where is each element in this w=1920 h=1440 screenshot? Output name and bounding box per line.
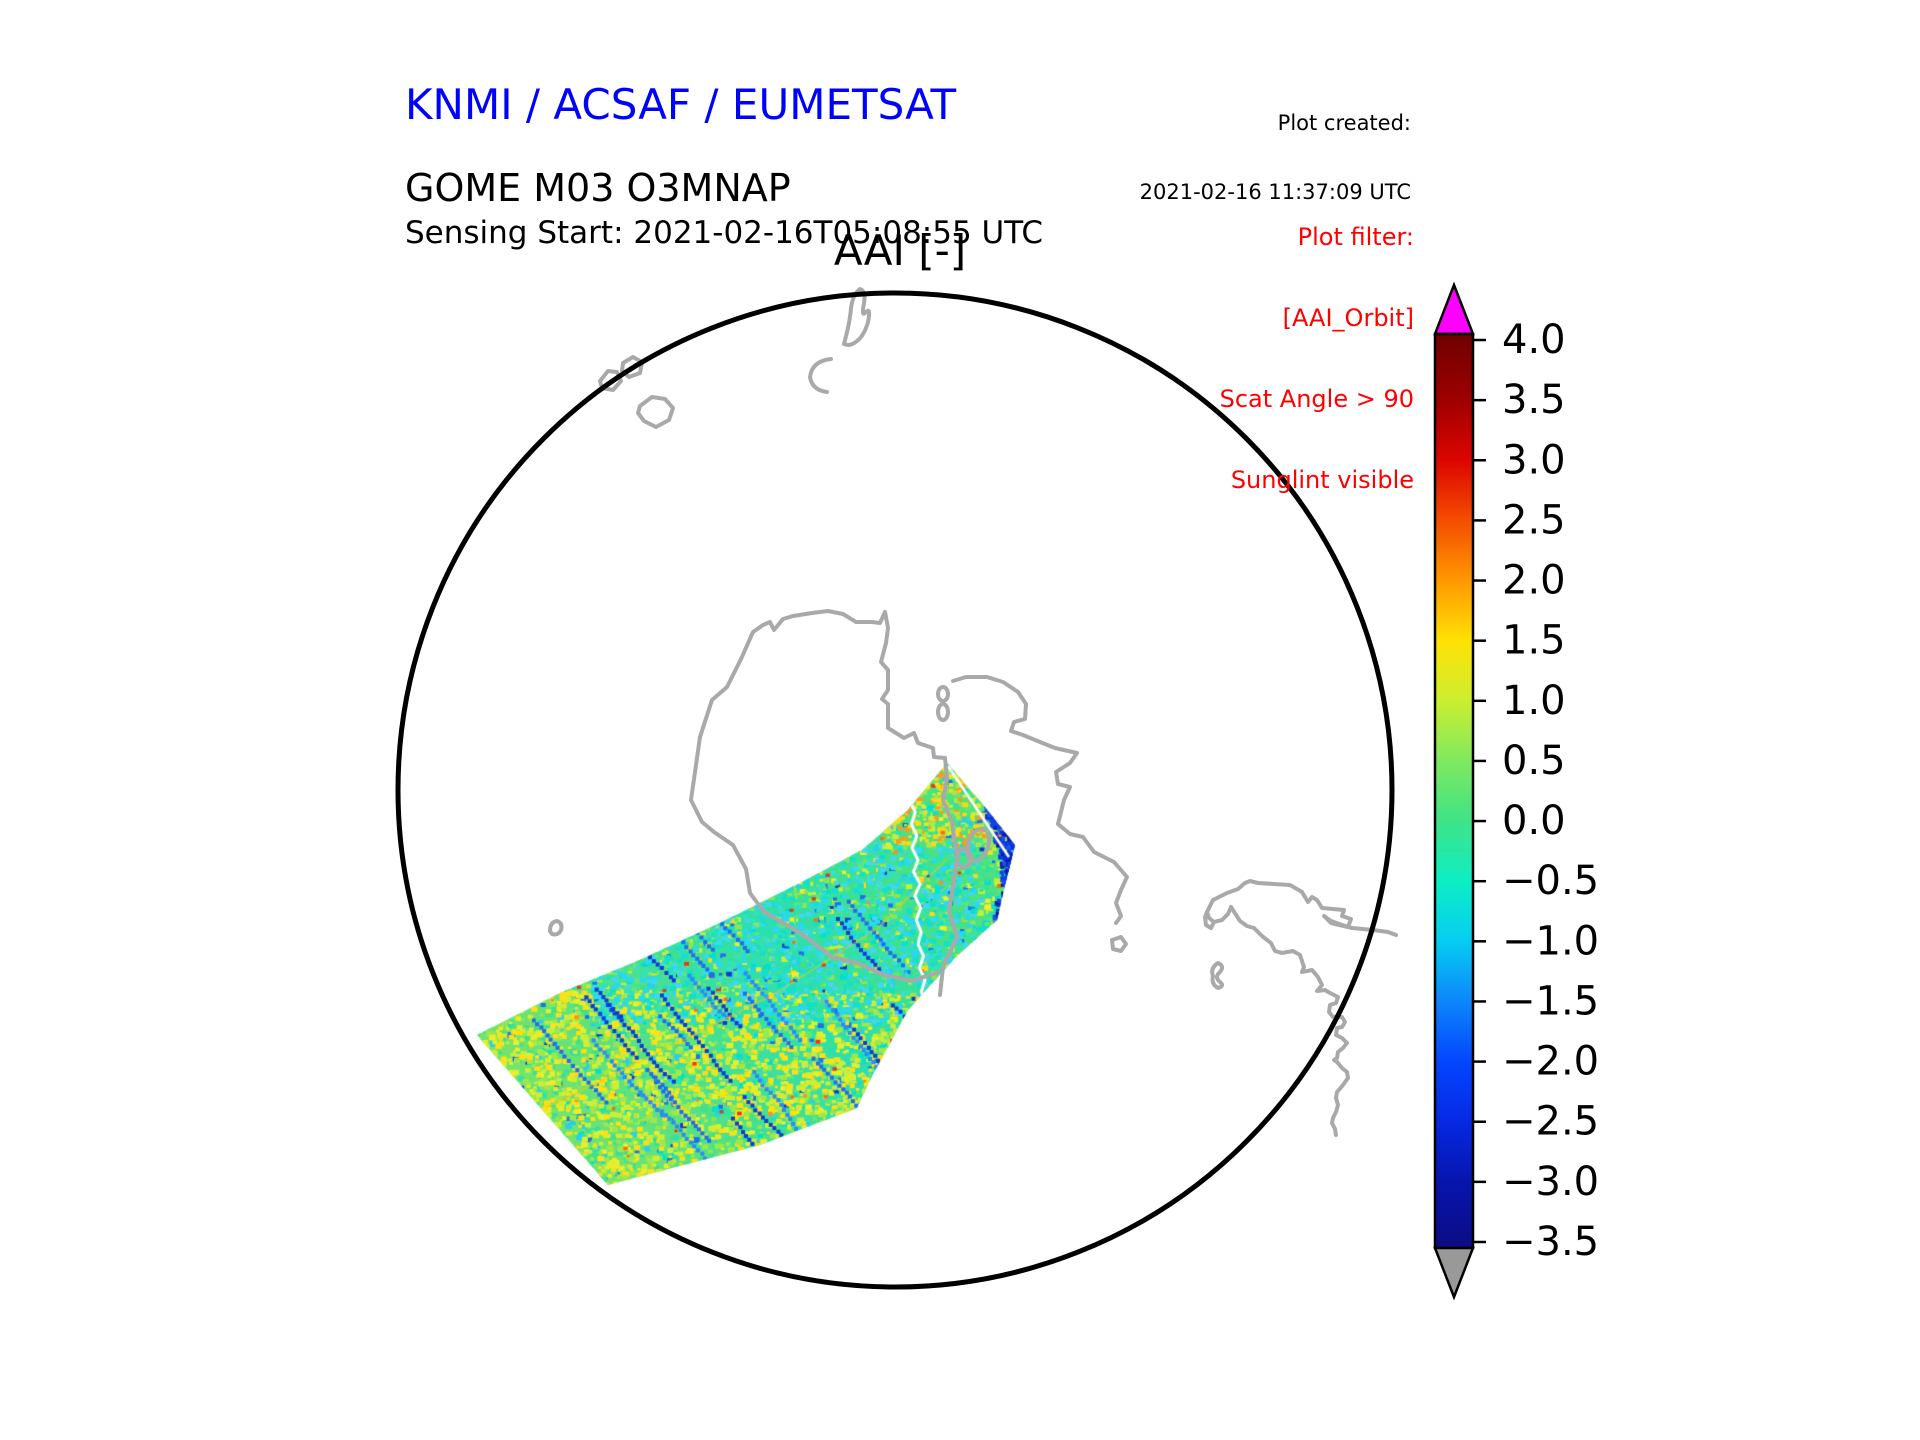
coast-right-lower [1212, 905, 1350, 1137]
plot-created-block: Plot created: 2021-02-16 11:37:09 UTC [1140, 66, 1411, 250]
colorbar-tick-label: −2.5 [1502, 1099, 1599, 1145]
coast-antarctica-west [689, 735, 940, 983]
colorbar-extend-under-arrow [1433, 1246, 1475, 1301]
colorbar-tick-label: 2.0 [1502, 558, 1566, 604]
colorbar-tick-label: −3.0 [1502, 1159, 1599, 1205]
colorbar-gradient-bar [1433, 332, 1475, 1250]
coast-island-ring [936, 702, 950, 722]
colorbar-tick-label: 3.5 [1502, 377, 1566, 423]
colorbar-tick-label: 1.5 [1502, 618, 1566, 664]
plot-filter-block: Plot filter: [AAI_Orbit] Scat Angle > 90… [1220, 170, 1414, 548]
coast-lake-ring [964, 826, 992, 864]
colorbar: 4.0 3.5 3.0 2.5 2.0 1.5 1.0 0.5 0.0 −0.5 −1.0 −1.5 −… [1433, 281, 1599, 1301]
coast-peninsula [951, 675, 1129, 925]
map-title: AAI [-] [833, 226, 967, 275]
plot-created-time: 2021-02-16 11:37:09 UTC [1139, 180, 1411, 204]
colorbar-tick-label: 4.0 [1502, 317, 1566, 363]
coast-island-s [1210, 961, 1225, 990]
colorbar-tick-label: 3.0 [1502, 437, 1566, 483]
coast-small-blob [1110, 935, 1128, 953]
coast-right-upper [1205, 879, 1398, 937]
coast-island [620, 355, 644, 379]
coast-right-hook [1203, 910, 1216, 930]
coast-island-small [548, 919, 564, 937]
branding-title: KNMI / ACSAF / EUMETSAT [405, 80, 957, 129]
colorbar-ticks: 4.0 3.5 3.0 2.5 2.0 1.5 1.0 0.5 0.0 −0.5 −1.0 −1.5 −… [1473, 317, 1599, 1265]
colorbar-tick-label: −1.5 [1502, 978, 1599, 1024]
coast-lake-ring [955, 847, 973, 869]
colorbar-tick-label: −2.0 [1502, 1039, 1599, 1085]
sensing-start-label: Sensing Start: 2021-02-16T05:08:55 UTC [405, 215, 1043, 251]
coast-south-america-tip [842, 287, 872, 347]
product-title: GOME M03 O3MNAP [405, 166, 791, 210]
colorbar-tick-label: 0.5 [1502, 738, 1566, 784]
projection-boundary-circle [395, 290, 1395, 1290]
coastlines [548, 287, 1398, 1137]
colorbar-tick-label: −0.5 [1502, 858, 1599, 904]
plot-created-label: Plot created: [1277, 111, 1411, 135]
plot-filter-line: Plot filter: [1297, 223, 1414, 251]
colorbar-tick-label: −1.0 [1502, 918, 1599, 964]
colorbar-tick-label: 1.0 [1502, 678, 1566, 724]
coast-antarctica-main [698, 609, 959, 997]
colorbar-tick-label: −3.5 [1502, 1219, 1599, 1265]
plot-filter-line: Sunglint visible [1230, 466, 1414, 494]
colorbar-tick-label: 0.0 [1502, 798, 1566, 844]
colorbar-tick-label: 2.5 [1502, 497, 1566, 543]
colorbar-extend-over-arrow [1433, 281, 1475, 336]
coast-island [636, 395, 675, 429]
coast-island-arc [808, 357, 833, 394]
plot-filter-line: [AAI_Orbit] [1282, 304, 1414, 332]
plot-filter-line: Scat Angle > 90 [1219, 385, 1414, 413]
coast-island-ring [936, 685, 950, 703]
